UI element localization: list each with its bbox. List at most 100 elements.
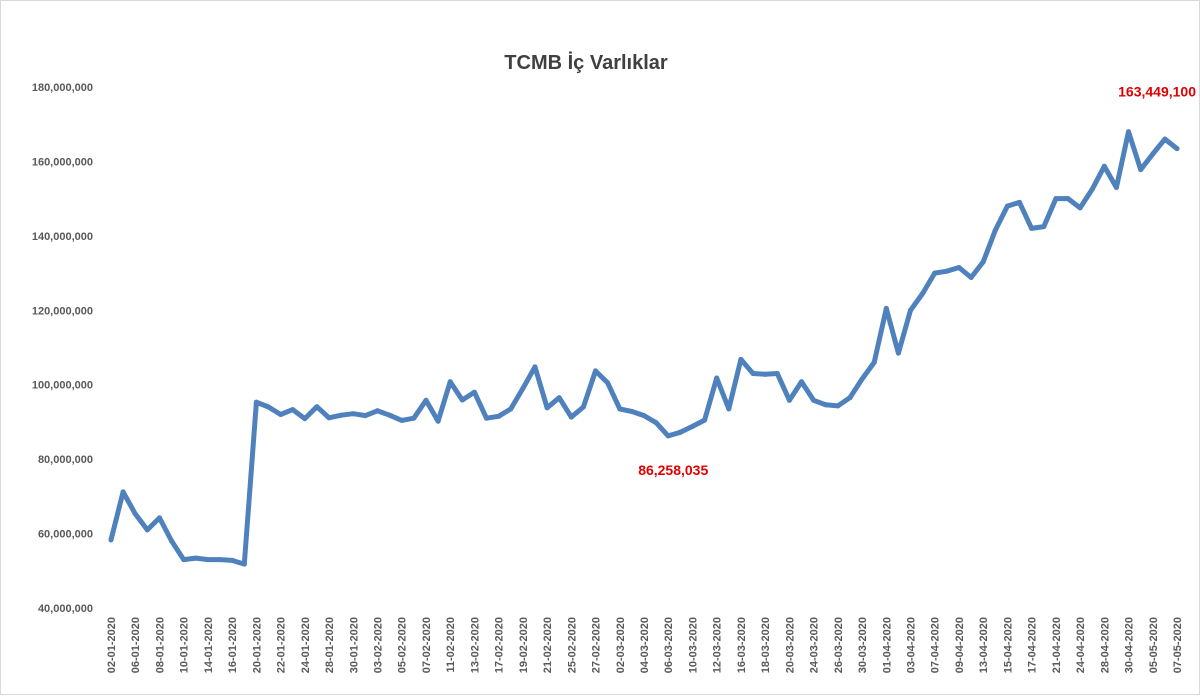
data-point: [774, 371, 780, 376]
data-point: [362, 413, 368, 419]
data-point: [1017, 199, 1022, 205]
x-tick-label: 30-03-2020: [857, 617, 869, 673]
data-point: [1138, 167, 1144, 173]
data-point: [665, 433, 671, 439]
data-point: [641, 413, 647, 419]
x-tick-label: 17-04-2020: [1027, 617, 1039, 673]
data-point: [1126, 129, 1131, 135]
data-point: [702, 417, 708, 423]
data-point: [253, 399, 259, 405]
data-point: [677, 429, 683, 435]
y-tick-label: 180,000,000: [32, 82, 93, 94]
data-point: [568, 414, 574, 420]
data-point: [980, 259, 986, 265]
x-tick-label: 05-02-2020: [397, 617, 409, 673]
x-tick-label: 18-03-2020: [760, 617, 772, 673]
x-tick-label: 03-04-2020: [906, 617, 918, 673]
x-tick-label: 21-02-2020: [542, 617, 554, 673]
data-point: [266, 404, 271, 410]
data-point: [653, 420, 659, 426]
data-point: [750, 371, 756, 376]
data-point: [617, 406, 623, 412]
data-point: [108, 537, 114, 543]
data-point: [205, 557, 211, 563]
data-point: [1162, 136, 1168, 142]
x-tick-label: 08-01-2020: [154, 617, 166, 673]
data-point: [1150, 151, 1156, 157]
x-tick-label: 21-04-2020: [1051, 617, 1063, 673]
data-point: [1029, 225, 1035, 231]
x-tick-label: 16-03-2020: [736, 617, 748, 673]
data-point: [484, 415, 489, 421]
data-point: [714, 375, 720, 381]
data-point: [1101, 163, 1107, 169]
data-point: [1065, 196, 1071, 202]
data-point: [508, 406, 514, 412]
data-point: [229, 557, 235, 563]
data-point: [726, 406, 732, 412]
data-point: [217, 557, 223, 563]
data-point: [278, 412, 284, 417]
data-point: [496, 413, 502, 419]
data-point: [459, 397, 465, 403]
data-point: [690, 423, 695, 429]
data-point: [883, 305, 889, 311]
data-point: [968, 275, 974, 280]
data-point: [932, 270, 938, 276]
x-tick-label: 10-03-2020: [687, 617, 699, 673]
y-tick-label: 140,000,000: [32, 231, 93, 243]
data-point: [1053, 196, 1059, 202]
data-point: [762, 371, 768, 377]
x-tick-label: 14-01-2020: [203, 617, 215, 673]
data-point: [847, 395, 853, 401]
data-point: [859, 376, 865, 382]
x-tick-label: 30-01-2020: [348, 617, 360, 673]
data-point: [629, 409, 635, 414]
x-axis: 02-01-2020 06-01-2020 08-01-2020 10-01-2020…: [106, 617, 1184, 673]
x-tick-label: 07-04-2020: [930, 617, 942, 673]
y-tick-label: 100,000,000: [32, 380, 93, 392]
data-point: [992, 227, 998, 233]
x-tick-label: 13-02-2020: [469, 617, 481, 673]
x-tick-label: 25-02-2020: [566, 617, 578, 673]
data-label: 86,258,035: [638, 462, 708, 478]
data-point: [447, 379, 453, 385]
data-point: [895, 350, 901, 356]
data-point: [399, 417, 405, 423]
x-tick-label: 13-04-2020: [978, 617, 990, 673]
data-point: [1077, 205, 1083, 211]
data-point: [786, 397, 792, 403]
x-tick-label: 24-03-2020: [809, 617, 821, 673]
data-point: [157, 515, 162, 521]
data-point: [435, 418, 441, 424]
x-tick-label: 10-01-2020: [179, 617, 191, 673]
x-tick-label: 19-02-2020: [518, 617, 530, 673]
series-line: [108, 129, 1180, 567]
data-point: [956, 265, 962, 270]
plot-area: [108, 129, 1180, 567]
x-tick-label: 15-04-2020: [1002, 617, 1014, 673]
y-tick-label: 60,000,000: [38, 529, 93, 541]
chart-title: TCMB İç Varlıklar: [504, 51, 668, 74]
data-point: [835, 403, 841, 409]
data-point: [593, 368, 598, 374]
y-tick-label: 80,000,000: [38, 454, 93, 466]
x-tick-label: 16-01-2020: [227, 617, 239, 673]
x-tick-label: 27-02-2020: [591, 617, 603, 673]
x-tick-label: 30-04-2020: [1124, 617, 1136, 673]
data-point: [556, 395, 562, 401]
data-point: [605, 380, 611, 386]
x-tick-label: 24-04-2020: [1075, 617, 1087, 673]
data-point: [350, 411, 356, 417]
data-point: [120, 489, 126, 495]
x-tick-label: 05-05-2020: [1148, 617, 1160, 673]
data-point: [532, 364, 538, 370]
x-tick-label: 03-02-2020: [373, 617, 385, 673]
data-point: [181, 557, 187, 563]
x-tick-label: 04-03-2020: [639, 617, 651, 673]
data-point: [580, 404, 586, 410]
data-point: [471, 389, 477, 395]
x-tick-label: 02-01-2020: [106, 617, 118, 673]
y-axis: 40,000,000 60,000,000 80,000,000 100,000,00…: [32, 82, 93, 615]
